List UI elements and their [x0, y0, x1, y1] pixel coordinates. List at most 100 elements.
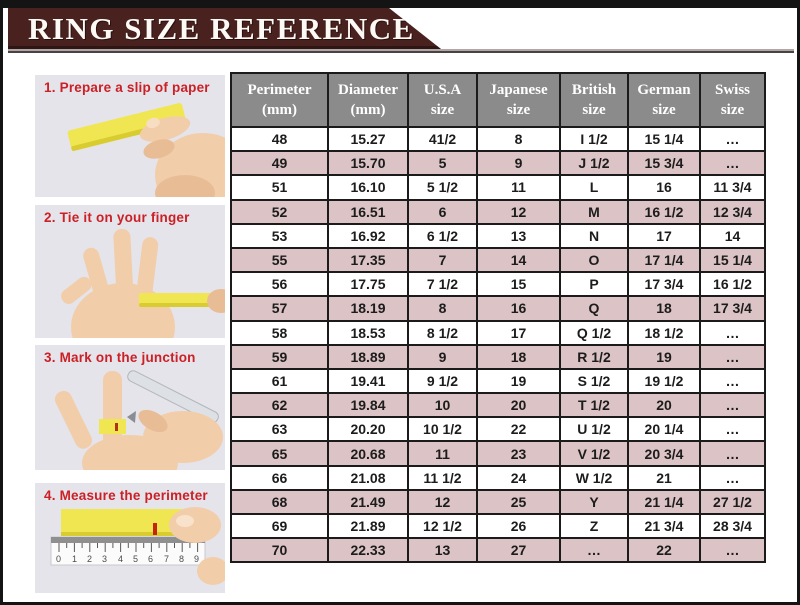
- table-cell: 16 1/2: [699, 271, 766, 298]
- table-cell: J 1/2: [559, 150, 629, 177]
- table-cell: Q 1/2: [559, 319, 629, 346]
- svg-text:5: 5: [133, 554, 138, 564]
- table-cell: 16.51: [327, 198, 409, 225]
- table-cell: 24: [476, 464, 561, 491]
- table-cell: 28 3/4: [699, 512, 766, 540]
- paper-band: [99, 419, 126, 434]
- table-cell: …: [699, 367, 766, 395]
- table-cell: 6 1/2: [407, 222, 478, 249]
- table-cell: L: [559, 174, 629, 201]
- table-cell: 13: [407, 537, 478, 564]
- table-row: 65 20.68 11 23 V 1/2 20 3/4…: [230, 440, 766, 467]
- ring-size-table: Perimeter (mm) Diameter (mm) U.S.A size Japane…: [230, 72, 766, 564]
- step-1-panel: 1. Prepare a slip of paper: [35, 75, 225, 197]
- table-cell: 70: [230, 537, 329, 564]
- table-cell: 11: [476, 174, 561, 201]
- table-cell: 17: [627, 222, 701, 249]
- column-header: German size: [627, 72, 701, 128]
- table-cell: …: [699, 150, 766, 177]
- column-header: U.S.A size: [407, 72, 478, 128]
- table-cell: 27 1/2: [699, 488, 766, 516]
- table-cell: 16.10: [327, 174, 409, 201]
- table-cell: Z: [559, 512, 629, 540]
- table-cell: 52: [230, 198, 329, 225]
- table-cell: …: [699, 319, 766, 346]
- table-cell: 10: [407, 392, 478, 419]
- table-cell: Q: [559, 295, 629, 322]
- table-cell: 7: [407, 246, 478, 274]
- table-cell: 22: [476, 416, 561, 443]
- table-cell: R 1/2: [559, 343, 629, 370]
- table-cell: P: [559, 271, 629, 298]
- table-cell: 11 3/4: [699, 174, 766, 201]
- table-cell: 9: [476, 150, 561, 177]
- table-cell: 19 1/2: [627, 367, 701, 395]
- svg-text:1: 1: [72, 554, 77, 564]
- table-cell: 12: [407, 488, 478, 516]
- table-cell: 21 1/4: [627, 488, 701, 516]
- table-cell: 18 1/2: [627, 319, 701, 346]
- table-cell: 69: [230, 512, 329, 540]
- table-cell: 53: [230, 222, 329, 249]
- table-row: 51 16.10 5 1/2 11 L 16 11 3/4: [230, 174, 766, 201]
- marker-pen: [127, 370, 219, 423]
- table-cell: 63: [230, 416, 329, 443]
- svg-text:8: 8: [179, 554, 184, 564]
- table-cell: 41/2: [407, 125, 478, 153]
- table-cell: 16: [476, 295, 561, 322]
- table-cell: …: [699, 343, 766, 370]
- table-cell: 57: [230, 295, 329, 322]
- table-cell: N: [559, 222, 629, 249]
- table-cell: 62: [230, 392, 329, 419]
- table-cell: 17: [476, 319, 561, 346]
- table-cell: …: [699, 125, 766, 153]
- step-3-illustration-marking-with-pen: [54, 370, 223, 470]
- table-cell: …: [699, 537, 766, 564]
- table-cell: 13: [476, 222, 561, 249]
- table-cell: 55: [230, 246, 329, 274]
- column-header: British size: [559, 72, 629, 128]
- table-cell: 51: [230, 174, 329, 201]
- table-cell: 18: [627, 295, 701, 322]
- table-row: 66 21.08 11 1/2 24 W 1/2 21…: [230, 464, 766, 491]
- table-cell: 9 1/2: [407, 367, 478, 395]
- table-cell: 18.19: [327, 295, 409, 322]
- table-cell: 15 1/4: [627, 125, 701, 153]
- title-banner: RING SIZE REFERENCE: [8, 8, 441, 49]
- table-cell: 27: [476, 537, 561, 564]
- step-2-label: 2. Tie it on your finger: [44, 210, 190, 225]
- table-row: 62 19.84 10 20 T 1/2 20…: [230, 392, 766, 419]
- table-cell: …: [699, 392, 766, 419]
- table-cell: 49: [230, 150, 329, 177]
- table-cell: 12: [476, 198, 561, 225]
- table-cell: 10 1/2: [407, 416, 478, 443]
- table-header-row: Perimeter (mm) Diameter (mm) U.S.A size Japane…: [230, 72, 766, 128]
- svg-text:7: 7: [164, 554, 169, 564]
- step-4-illustration-ruler-measurement: 0 1 2 3 4 5 6 7 8 9: [50, 507, 225, 585]
- table-cell: 21.08: [327, 464, 409, 491]
- header-divider-line: [8, 49, 794, 53]
- step-2-panel: 2. Tie it on your finger: [35, 205, 225, 338]
- table-cell: 15 3/4: [627, 150, 701, 177]
- table-cell: 18.89: [327, 343, 409, 370]
- table-row: 55 17.35 7 14 O 17 1/4 15 1/4: [230, 246, 766, 274]
- column-header: Japanese size: [476, 72, 561, 128]
- table-cell: 7 1/2: [407, 271, 478, 298]
- table-cell: 22.33: [327, 537, 409, 564]
- fingertip: [169, 507, 221, 543]
- table-row: 56 17.75 7 1/2 15 P 17 3/4 16 1/2: [230, 271, 766, 298]
- table-cell: 12 1/2: [407, 512, 478, 540]
- svg-text:3: 3: [102, 554, 107, 564]
- table-cell: 11 1/2: [407, 464, 478, 491]
- table-cell: 65: [230, 440, 329, 467]
- table-cell: 21: [627, 464, 701, 491]
- table-row: 61 19.41 9 1/2 19 S 1/2 19 1/2…: [230, 367, 766, 395]
- table-cell: 58: [230, 319, 329, 346]
- table-cell: 21.49: [327, 488, 409, 516]
- table-cell: W 1/2: [559, 464, 629, 491]
- table-cell: 18: [476, 343, 561, 370]
- table-cell: I 1/2: [559, 125, 629, 153]
- table-cell: 6: [407, 198, 478, 225]
- table-row: 52 16.51 6 12 M 16 1/2 12 3/4: [230, 198, 766, 225]
- table-cell: 19.41: [327, 367, 409, 395]
